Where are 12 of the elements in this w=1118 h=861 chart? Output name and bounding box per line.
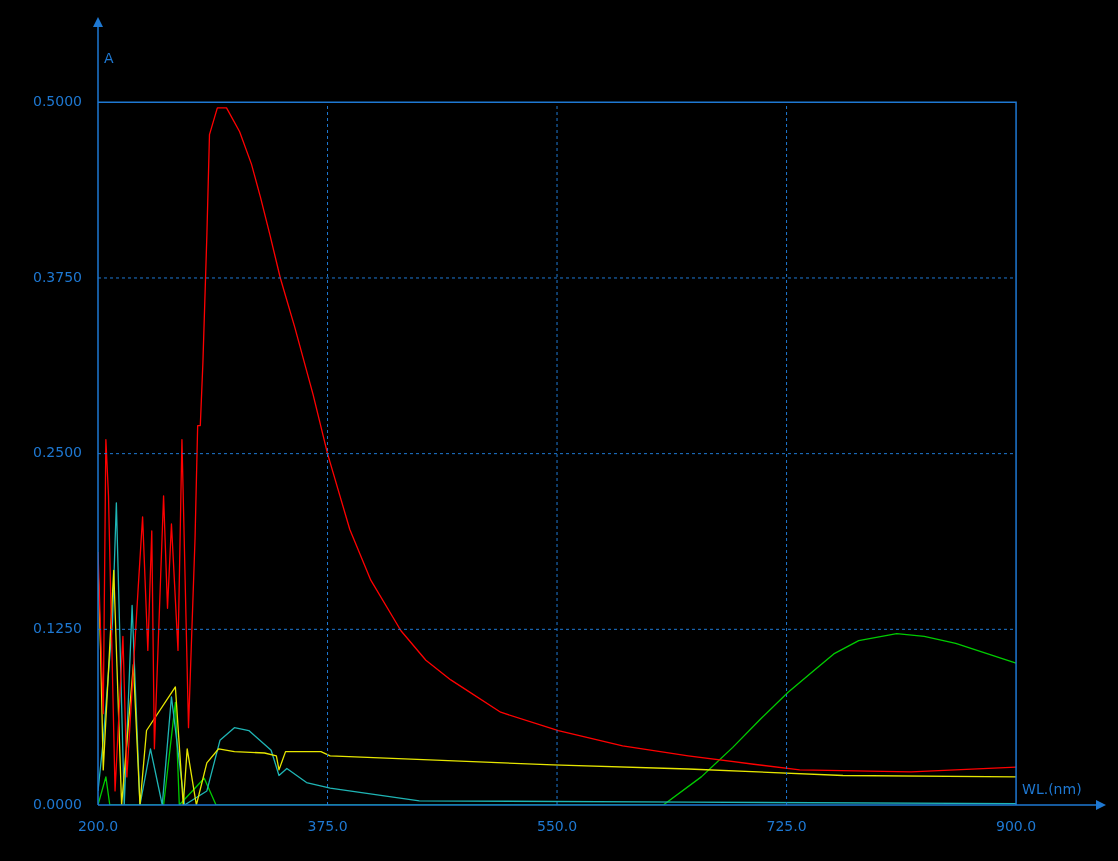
x-axis-title: WL.(nm) — [1022, 780, 1082, 797]
x-tick-label: 375.0 — [307, 818, 348, 835]
y-tick-label: 0.1250 — [33, 619, 82, 636]
x-tick-label: 550.0 — [536, 818, 578, 835]
y-tick-label: 0.0000 — [33, 795, 82, 812]
x-tick-label: 200.0 — [77, 818, 119, 835]
y-tick-label: 0.2500 — [33, 444, 82, 461]
y-axis-title: A — [104, 49, 114, 66]
y-tick-label: 0.3750 — [33, 268, 82, 285]
y-tick-label: 0.5000 — [33, 92, 82, 109]
x-tick-label: 900.0 — [996, 818, 1037, 835]
x-tick-label: 725.0 — [766, 818, 807, 835]
